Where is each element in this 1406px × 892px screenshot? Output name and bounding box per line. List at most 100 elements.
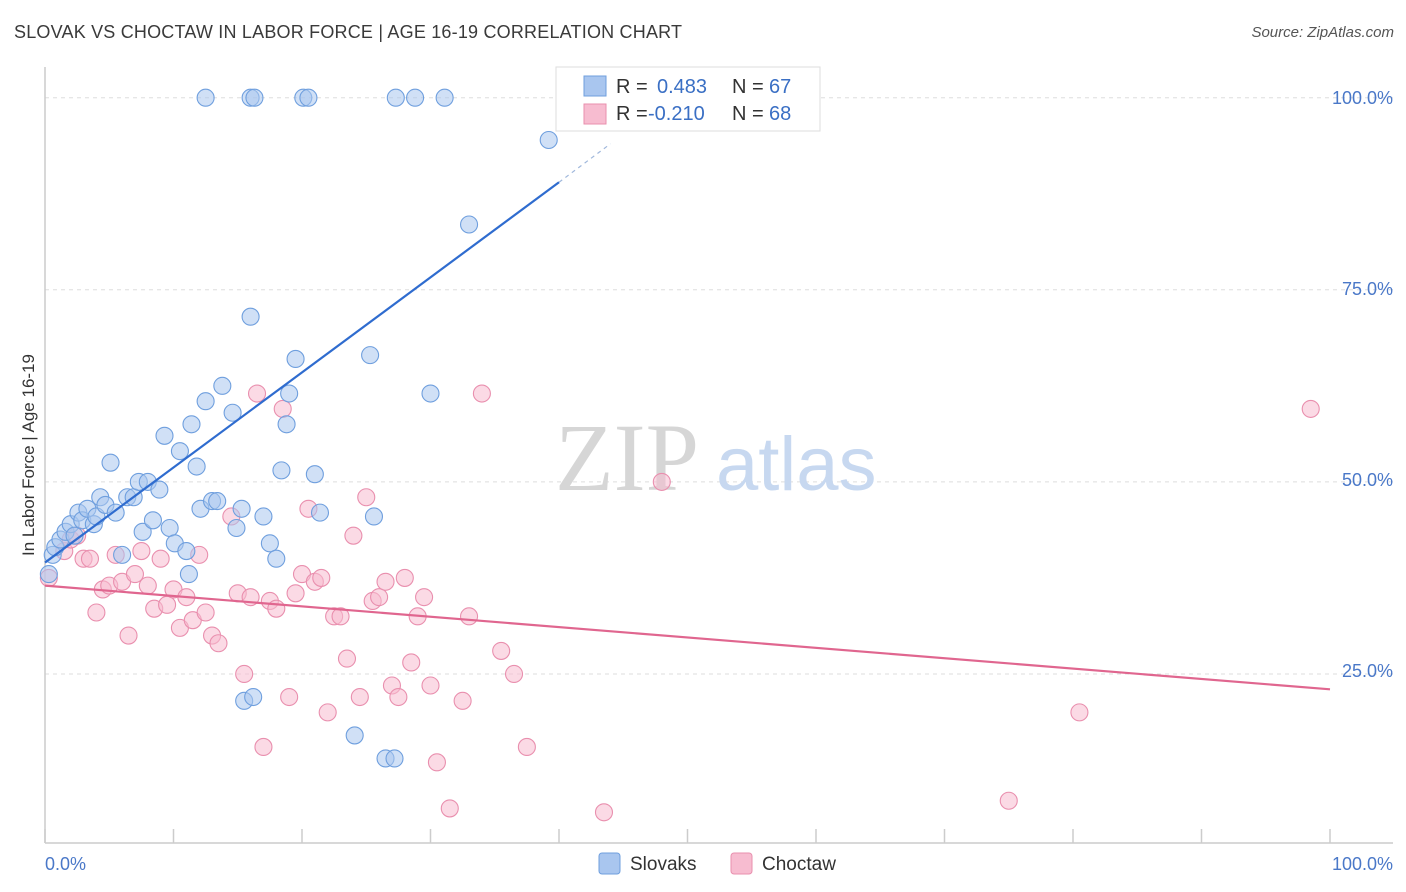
slovak-point — [179, 565, 198, 584]
slovak-point — [187, 457, 206, 476]
choctaw-point — [151, 549, 170, 568]
slovak-point — [421, 384, 440, 403]
choctaw-point — [376, 572, 395, 591]
slovak-point — [361, 346, 380, 365]
slovak-point — [254, 507, 273, 526]
choctaw-point — [132, 541, 151, 561]
legend-n-value-choctaw: 68 — [769, 103, 791, 125]
bottom-legend-swatch-choctaw[interactable] — [730, 852, 753, 875]
choctaw-point — [312, 568, 331, 587]
legend-r-value-slovaks: 0.483 — [657, 76, 707, 98]
slovak-point — [177, 541, 196, 561]
slovak-points — [39, 88, 643, 768]
slovak-point — [286, 349, 305, 369]
slovak-point — [364, 507, 384, 526]
slovak-point — [196, 88, 215, 107]
choctaw-point — [196, 603, 215, 622]
choctaw-point — [459, 607, 479, 626]
slovak-point — [267, 549, 286, 568]
slovak-point — [272, 461, 291, 480]
choctaw-point — [389, 687, 408, 707]
series-legend: Slovaks Choctaw — [598, 852, 836, 875]
slovak-point — [113, 545, 132, 564]
choctaw-point — [594, 803, 614, 822]
slovak-point — [244, 687, 263, 707]
choctaw-point — [421, 676, 440, 695]
slovak-point — [245, 88, 264, 107]
x-tick-marks — [44, 829, 1331, 843]
choctaw-point — [1301, 399, 1320, 418]
choctaw-point — [247, 384, 267, 403]
choctaw-point — [492, 641, 511, 660]
bottom-legend-label-choctaw[interactable]: Choctaw — [762, 854, 836, 875]
slovak-point — [182, 415, 201, 434]
y-tick-label-75: 75.0% — [1342, 279, 1393, 299]
slovak-point — [150, 480, 169, 499]
choctaw-point — [138, 576, 157, 595]
slovak-point — [170, 442, 189, 461]
choctaw-point — [395, 568, 414, 587]
slovak-point — [539, 130, 558, 150]
choctaw-point — [472, 384, 491, 403]
axes — [44, 67, 1393, 844]
y-tick-label-25: 25.0% — [1342, 661, 1393, 681]
choctaw-points — [39, 384, 1320, 822]
legend-n-label-slovaks: N = — [732, 76, 764, 98]
choctaw-point — [87, 603, 106, 622]
choctaw-trend-line — [44, 584, 1331, 691]
legend-swatch-choctaw — [583, 103, 607, 125]
choctaw-point — [652, 472, 671, 491]
choctaw-point — [331, 607, 350, 626]
choctaw-point — [504, 664, 524, 684]
choctaw-point — [415, 588, 434, 607]
slovak-point — [277, 415, 296, 434]
choctaw-point — [80, 549, 100, 568]
choctaw-point — [999, 791, 1018, 810]
trend-lines — [44, 143, 1331, 691]
slovak-point — [213, 376, 232, 395]
choctaw-point — [125, 565, 144, 584]
x-tick-label-min: 0.0% — [45, 854, 86, 874]
choctaw-point — [344, 526, 363, 545]
slovak-point — [227, 518, 246, 538]
choctaw-point — [427, 753, 446, 772]
legend-swatch-slovaks — [583, 75, 607, 97]
slovak-point — [310, 503, 330, 522]
slovak-point — [385, 749, 404, 768]
choctaw-point — [453, 691, 472, 710]
slovak-point — [386, 88, 405, 107]
correlation-legend: R = 0.483 N = 67 R = -0.210 N = 68 — [555, 66, 821, 132]
slovak-point — [223, 403, 242, 422]
legend-r-label-slovaks: R = — [616, 76, 648, 98]
slovak-point — [435, 88, 454, 107]
grid-lines — [45, 97, 1393, 675]
legend-r-value-choctaw: -0.210 — [648, 103, 705, 125]
watermark-atlas: atlas — [716, 422, 877, 507]
choctaw-point — [440, 799, 459, 818]
choctaw-point — [402, 653, 421, 672]
slovak-point — [280, 384, 299, 403]
choctaw-point — [158, 595, 177, 614]
choctaw-point — [517, 737, 536, 757]
bottom-legend-swatch-slovaks[interactable] — [598, 852, 621, 875]
slovak-point — [459, 215, 479, 234]
slovak-point — [143, 511, 162, 530]
slovak-point — [232, 499, 251, 518]
slovak-point — [133, 522, 152, 541]
slovak-point — [160, 518, 179, 538]
slovak-point — [241, 307, 260, 326]
bottom-legend-label-slovaks[interactable]: Slovaks — [630, 854, 697, 875]
choctaw-point — [350, 687, 369, 707]
legend-r-label-choctaw: R = — [616, 103, 648, 125]
choctaw-point — [286, 584, 305, 603]
slovak-point — [155, 426, 174, 445]
slovak-point — [101, 453, 120, 472]
y-axis-label: In Labor Force | Age 16-19 — [19, 354, 38, 556]
choctaw-point — [209, 634, 228, 653]
slovak-point — [305, 465, 324, 484]
slovak-point — [196, 392, 215, 411]
slovak-point — [299, 88, 318, 107]
choctaw-point — [370, 588, 389, 607]
choctaw-point — [357, 488, 376, 507]
